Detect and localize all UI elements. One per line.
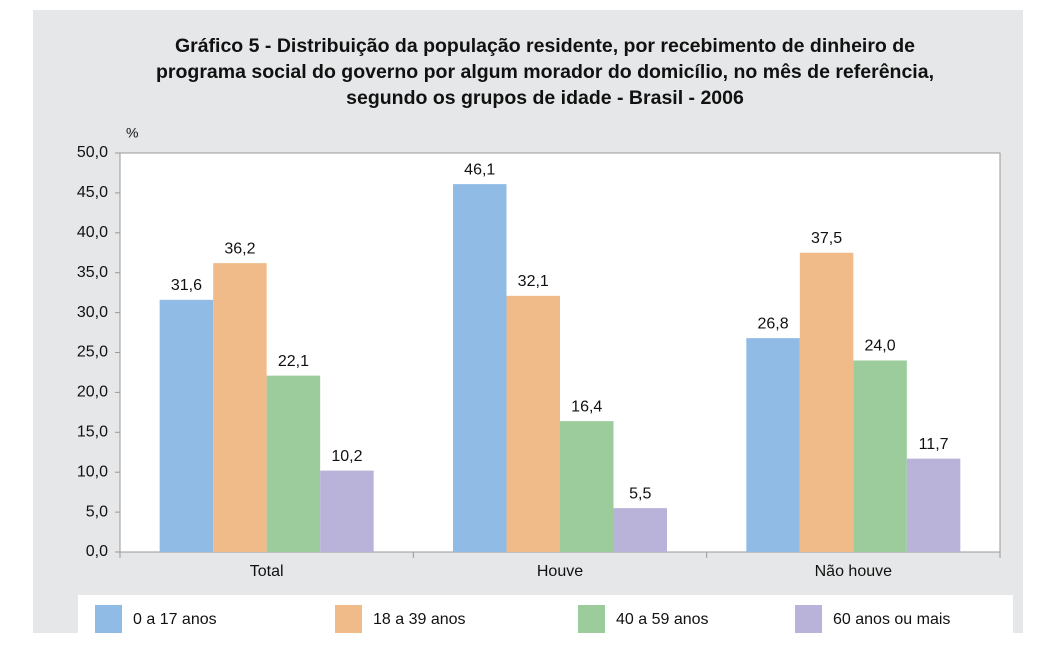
legend-label: 60 anos ou mais	[833, 611, 950, 628]
data-label: 26,8	[758, 315, 789, 332]
data-label: 5,5	[629, 485, 651, 502]
y-tick-label: 15,0	[77, 424, 108, 441]
x-tick-label: Houve	[537, 563, 583, 580]
data-label: 11,7	[919, 436, 949, 453]
y-tick-label: 10,0	[77, 463, 108, 480]
y-tick-label: 25,0	[77, 344, 108, 361]
y-tick-label: 35,0	[77, 264, 108, 281]
legend-swatch	[578, 605, 605, 633]
bar	[213, 263, 267, 552]
data-label: 24,0	[865, 338, 896, 355]
bar	[906, 458, 961, 552]
legend	[78, 595, 1013, 643]
bar	[853, 360, 907, 552]
x-tick-label: Total	[250, 563, 284, 580]
bar	[560, 421, 614, 552]
chart-title: segundo os grupos de idade - Brasil - 20…	[346, 87, 744, 109]
y-axis-label: %	[126, 125, 138, 141]
chart-title: programa social do governo por algum mor…	[156, 61, 934, 83]
data-label: 10,2	[331, 448, 362, 465]
y-tick-label: 30,0	[77, 304, 108, 321]
bar	[159, 299, 214, 552]
legend-label: 18 a 39 anos	[373, 611, 466, 628]
bar	[453, 184, 507, 552]
y-tick-label: 0,0	[86, 543, 108, 560]
y-tick-label: 45,0	[77, 184, 108, 201]
bar	[320, 470, 374, 552]
legend-swatch	[95, 605, 122, 633]
bar	[746, 338, 800, 552]
bar	[613, 508, 667, 552]
bar	[799, 252, 854, 552]
y-tick-label: 40,0	[77, 224, 108, 241]
data-label: 46,1	[464, 161, 495, 178]
y-tick-label: 5,0	[86, 503, 108, 520]
chart-title: Gráfico 5 - Distribuição da população re…	[175, 35, 915, 57]
data-label: 31,6	[171, 277, 202, 294]
y-tick-label: 50,0	[77, 144, 108, 161]
data-label: 37,5	[811, 230, 842, 247]
y-tick-label: 20,0	[77, 384, 108, 401]
bar	[506, 295, 560, 552]
data-label: 32,1	[518, 273, 549, 290]
legend-label: 40 a 59 anos	[616, 611, 709, 628]
legend-swatch	[795, 605, 822, 633]
legend-swatch	[335, 605, 362, 633]
x-tick-label: Não houve	[815, 563, 892, 580]
bar	[266, 375, 321, 552]
data-label: 36,2	[224, 240, 255, 257]
legend-label: 0 a 17 anos	[133, 611, 217, 628]
data-label: 22,1	[278, 353, 309, 370]
data-label: 16,4	[571, 398, 602, 415]
